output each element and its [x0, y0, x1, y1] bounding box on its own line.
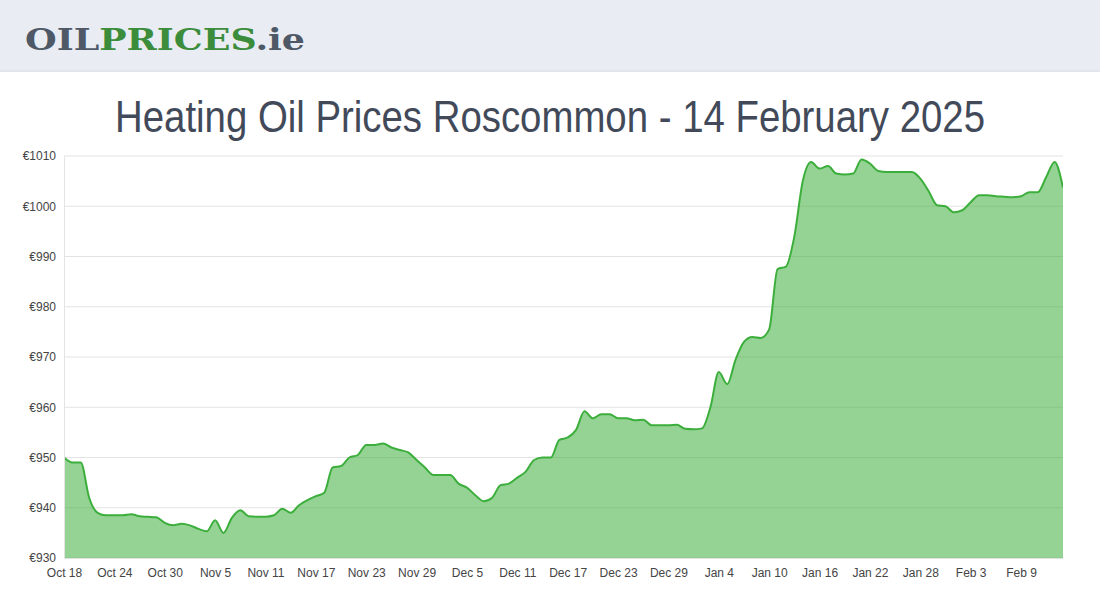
logo-part: .ie: [255, 22, 305, 57]
x-tick: Dec 11: [499, 558, 536, 580]
x-tick: Nov 5: [200, 558, 232, 580]
y-axis-line: [64, 157, 65, 559]
x-tick: Nov 11: [247, 558, 284, 580]
x-tick: Feb 9: [1006, 558, 1037, 580]
x-tick-label: Jan 28: [903, 566, 939, 580]
x-tick-label: Jan 10: [752, 566, 788, 580]
x-tick-label: Feb 3: [956, 566, 987, 580]
x-tick: Dec 5: [452, 558, 484, 580]
header-band: [0, 0, 1100, 70]
y-tick-label: €970: [29, 350, 56, 364]
x-tick: Oct 30: [148, 558, 184, 580]
logo: OILPRICES.ie: [25, 22, 305, 57]
y-tick-label: €950: [29, 451, 56, 465]
header-shadow: [0, 70, 1100, 72]
x-tick-label: Dec 11: [499, 566, 536, 580]
y-tick: €970: [29, 350, 64, 364]
y-tick: €990: [29, 250, 64, 264]
x-tick-label: Dec 17: [549, 566, 587, 580]
x-tick: Nov 29: [398, 558, 436, 580]
y-tick-label: €930: [29, 551, 56, 565]
x-tick-label: Oct 30: [148, 566, 184, 580]
x-tick-label: Nov 29: [398, 566, 436, 580]
area-fill: [64, 160, 1063, 558]
x-tick: Jan 28: [903, 558, 939, 580]
x-tick-label: Nov 11: [247, 566, 284, 580]
x-tick-label: Nov 5: [200, 566, 232, 580]
x-tick-label: Nov 23: [348, 566, 386, 580]
y-tick-label: €980: [29, 300, 56, 314]
x-tick-label: Jan 22: [852, 566, 888, 580]
x-tick: Oct 18: [47, 558, 83, 580]
x-tick-label: Dec 23: [600, 566, 638, 580]
plot-area: [64, 160, 1063, 558]
x-tick-label: Dec 5: [452, 566, 484, 580]
x-tick-label: Jan 16: [802, 566, 838, 580]
y-tick-label: €1010: [23, 149, 57, 163]
chart-title: Heating Oil Prices Roscommon - 14 Februa…: [115, 92, 985, 141]
y-tick-label: €960: [29, 401, 56, 415]
y-tick: €1010: [23, 149, 64, 163]
x-tick-label: Dec 29: [650, 566, 688, 580]
logo-part: PRICES: [99, 22, 255, 57]
y-tick: €980: [29, 300, 64, 314]
line: [64, 160, 1063, 533]
x-tick: Jan 4: [705, 558, 735, 580]
x-tick-label: Jan 4: [705, 566, 735, 580]
y-tick: €950: [29, 451, 64, 465]
x-tick-label: Nov 17: [297, 566, 335, 580]
grid: [64, 156, 1063, 558]
y-axis: €930 €940 €950 €960 €970 €980 €990 €1000 €1010: [23, 149, 65, 565]
x-tick: Oct 24: [97, 558, 133, 580]
x-tick: Nov 23: [348, 558, 386, 580]
y-tick: €960: [29, 401, 64, 415]
y-tick: €940: [29, 501, 64, 515]
y-tick-label: €990: [29, 250, 56, 264]
x-tick: Jan 16: [802, 558, 838, 580]
x-tick: Dec 29: [650, 558, 688, 580]
x-tick-label: Oct 24: [97, 566, 133, 580]
y-tick-label: €940: [29, 501, 56, 515]
y-tick-label: €1000: [23, 200, 57, 214]
y-tick: €1000: [23, 200, 64, 214]
x-tick: Feb 3: [956, 558, 987, 580]
x-axis: Oct 18 Oct 24 Oct 30 Nov 5 Nov 11 Nov 17 Nov 2…: [47, 558, 1064, 580]
x-tick: Jan 22: [852, 558, 888, 580]
x-tick: Dec 23: [600, 558, 638, 580]
x-tick-label: Feb 9: [1006, 566, 1037, 580]
y-tick: €930: [29, 551, 64, 565]
x-tick-label: Oct 18: [47, 566, 83, 580]
x-tick: Nov 17: [297, 558, 335, 580]
grid-line: [64, 156, 1063, 157]
logo-part: OIL: [25, 22, 99, 57]
chart-svg: OILPRICES.ie Heating Oil Prices Roscommon…: [0, 0, 1100, 600]
x-tick: Dec 17: [549, 558, 587, 580]
x-tick: Jan 10: [752, 558, 788, 580]
x-axis-line: [65, 558, 1064, 559]
